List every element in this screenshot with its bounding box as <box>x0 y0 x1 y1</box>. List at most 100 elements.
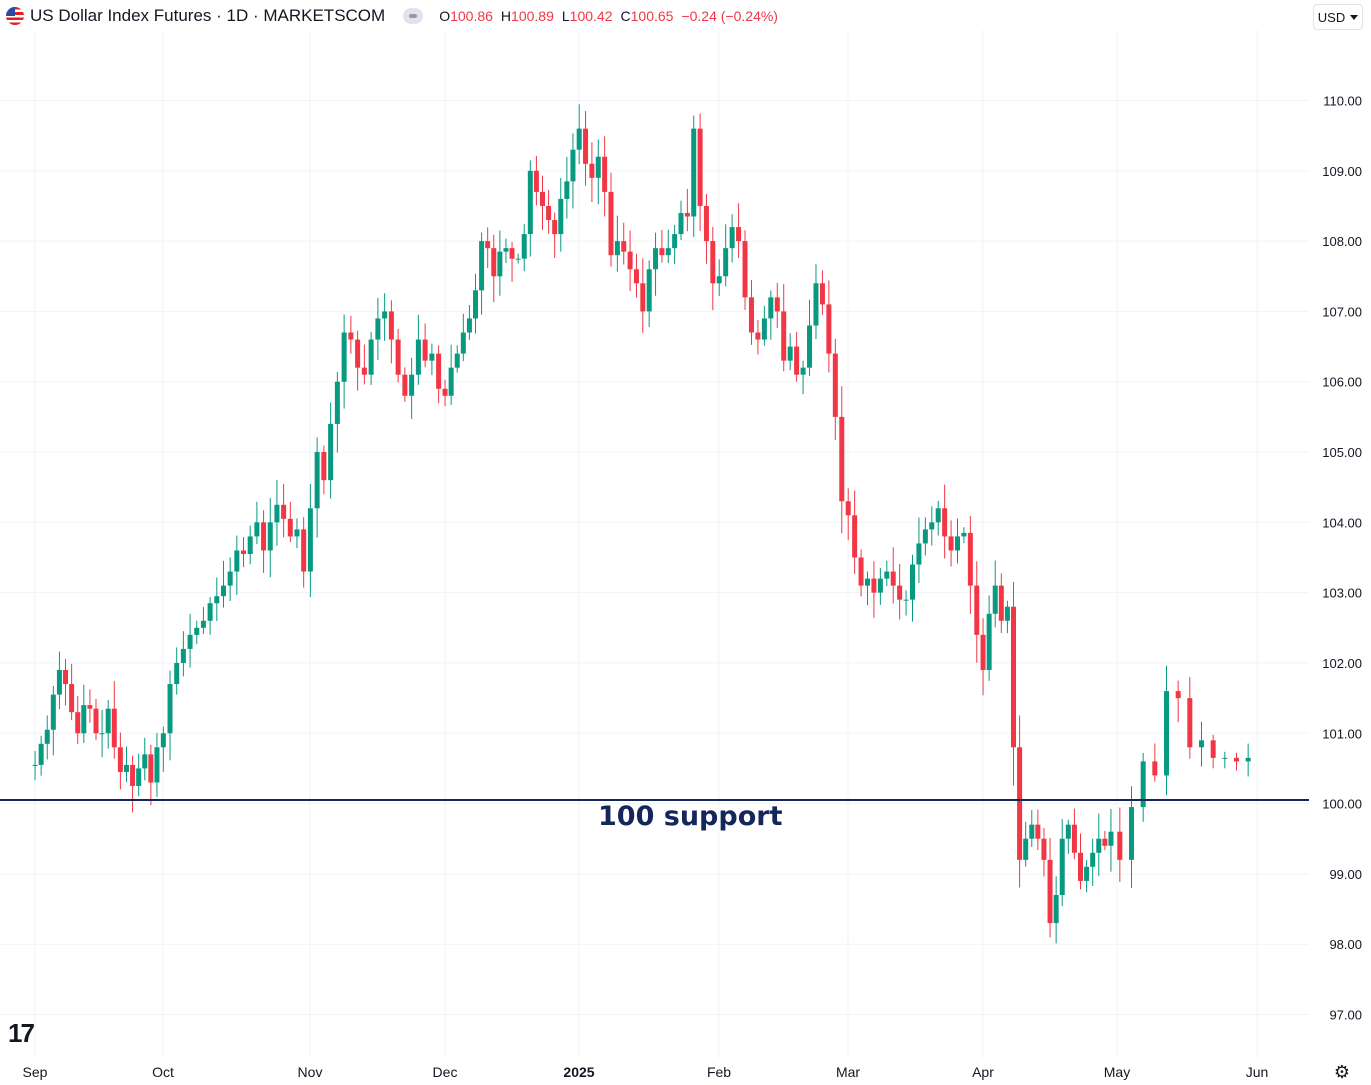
candle-body <box>1210 740 1216 758</box>
candle-body <box>1140 761 1146 808</box>
candle <box>485 227 491 268</box>
candle <box>922 517 928 556</box>
candle <box>355 330 361 391</box>
candle-body <box>935 508 941 523</box>
candle-body <box>929 522 935 530</box>
candle-body <box>614 241 620 256</box>
candle-body <box>845 501 851 516</box>
candle-body <box>884 571 890 579</box>
candle <box>774 282 780 329</box>
candle <box>454 345 460 373</box>
candle <box>935 500 941 536</box>
gear-icon[interactable]: ⚙ <box>1333 1062 1351 1082</box>
candle-body <box>415 339 421 375</box>
candle <box>227 557 233 602</box>
candle-body <box>1187 698 1193 748</box>
candle-body <box>409 374 415 396</box>
candle <box>787 333 793 371</box>
candle-body <box>659 248 665 256</box>
candle <box>884 560 890 587</box>
candle-body <box>992 585 998 614</box>
candle <box>261 510 267 573</box>
currency-label: USD <box>1317 9 1346 25</box>
candle <box>448 344 454 406</box>
candle <box>521 224 527 272</box>
candle <box>1078 833 1083 890</box>
candle-body <box>794 346 800 375</box>
candle-body <box>807 325 813 368</box>
candle <box>723 224 729 287</box>
candle <box>136 753 142 797</box>
currency-button[interactable]: USD <box>1313 4 1363 30</box>
tradingview-logo[interactable]: 17 <box>8 1018 35 1048</box>
candle <box>1004 600 1010 634</box>
candle <box>142 737 148 781</box>
candle-body <box>1164 691 1169 776</box>
candle-body <box>716 276 722 284</box>
time-axis[interactable]: Sep Oct Nov Dec 2025 Feb Mar Apr May Jun <box>23 1064 1269 1080</box>
candle-body <box>454 353 460 368</box>
candle <box>903 590 909 616</box>
time-tick-label: Feb <box>707 1064 731 1080</box>
us-flag-icon <box>6 7 24 25</box>
price-tick-label: 109.00 <box>1322 164 1362 179</box>
candle-body <box>38 743 44 765</box>
time-tick-label: Apr <box>972 1064 994 1080</box>
candle <box>813 264 819 340</box>
candle-body <box>665 248 671 256</box>
candle <box>368 332 374 385</box>
candle <box>633 253 639 298</box>
candle <box>1108 809 1114 872</box>
candle <box>214 577 220 622</box>
candle <box>1035 809 1041 851</box>
candle-body <box>748 297 754 333</box>
candle-body <box>1017 747 1023 860</box>
candle <box>916 517 922 584</box>
candle-body <box>136 768 142 786</box>
candle-body <box>117 747 123 772</box>
candle <box>180 631 186 677</box>
candle <box>429 343 435 376</box>
candle-body <box>200 620 206 628</box>
candle-body <box>460 332 466 354</box>
candle-body <box>281 504 287 519</box>
candle <box>395 328 401 383</box>
candle <box>1210 734 1216 769</box>
candle-body <box>395 339 401 375</box>
candle <box>1152 743 1158 782</box>
candle-body <box>998 585 1004 621</box>
candle-body <box>1041 838 1047 860</box>
open-value: 100.86 <box>450 8 493 24</box>
symbol-title[interactable]: US Dollar Index Futures · 1D · MARKETSCO… <box>30 6 386 25</box>
open-label: O <box>439 8 451 24</box>
candle <box>1187 677 1193 759</box>
candle <box>1023 821 1029 867</box>
candle <box>839 386 845 534</box>
time-tick-label: 2025 <box>563 1064 594 1080</box>
candle-body <box>755 332 761 340</box>
candle-body <box>1129 807 1134 860</box>
price-axis[interactable]: 110.00 109.00 108.00 107.00 106.00 105.00 104.… <box>1322 94 1362 1023</box>
candle-body <box>63 669 69 685</box>
candle-body <box>1102 838 1108 846</box>
candle-body <box>871 578 877 593</box>
candle <box>334 372 340 453</box>
candle <box>44 715 50 760</box>
candle-body <box>877 578 883 593</box>
candle <box>479 232 485 315</box>
candle <box>998 573 1004 633</box>
candle <box>1117 807 1123 882</box>
candle-body <box>473 290 478 319</box>
candle <box>826 280 832 373</box>
visibility-toggle-icon[interactable] <box>403 8 424 24</box>
candle <box>653 232 659 296</box>
price-tick-label: 104.00 <box>1322 515 1362 530</box>
candle-body <box>1117 831 1123 860</box>
price-tick-label: 99.00 <box>1329 867 1362 882</box>
chart-legend: US Dollar Index Futures · 1D · MARKETSCO… <box>6 4 778 28</box>
candle-body <box>602 156 608 192</box>
candle-body <box>761 318 767 340</box>
candle-body <box>105 708 111 734</box>
candle-body <box>429 353 435 361</box>
